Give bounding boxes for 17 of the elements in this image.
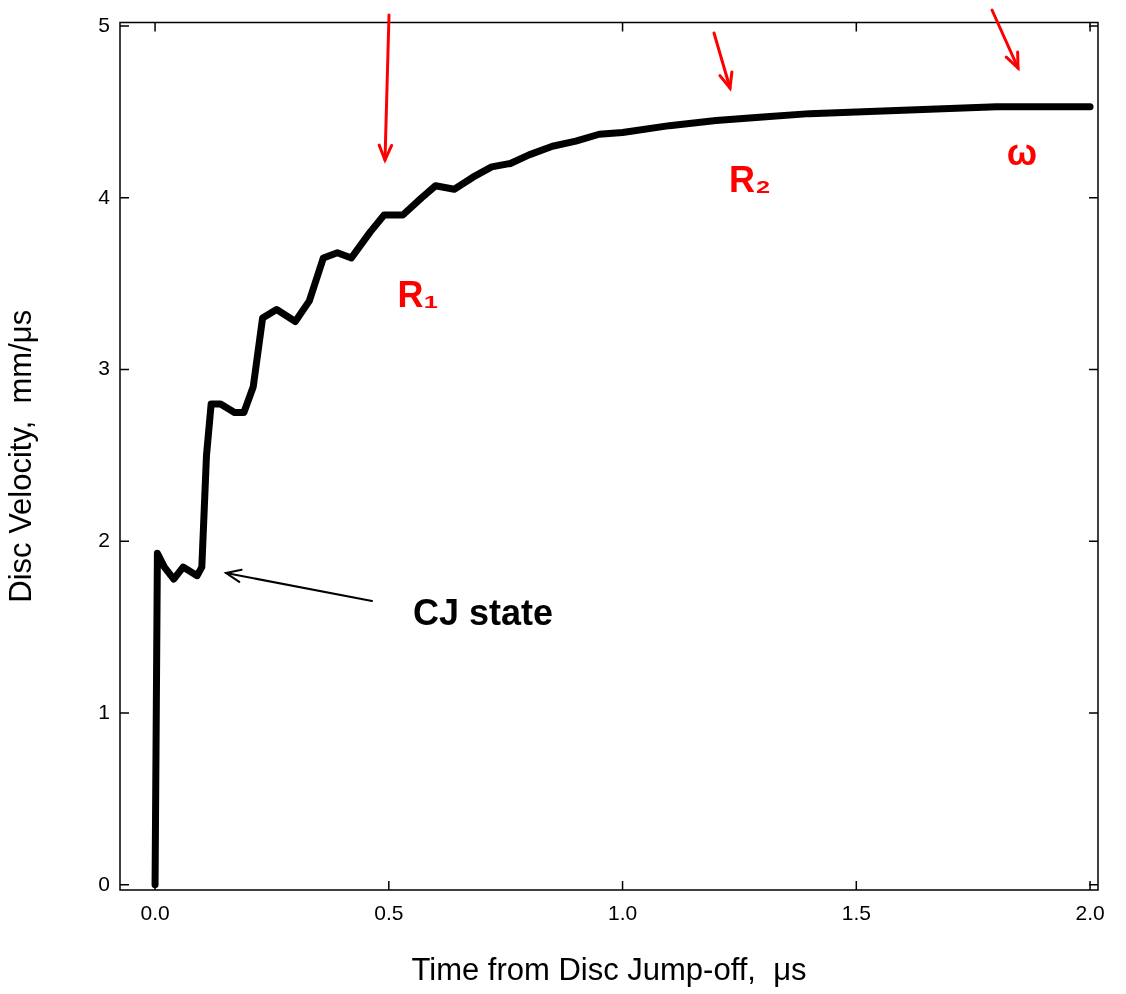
y-axis-title: Disc Velocity, mm/μs (3, 309, 39, 603)
y-tick-label: 5 (98, 12, 110, 36)
annotation: R₁ (397, 273, 439, 315)
y-tick-label: 3 (98, 356, 110, 380)
annotation: R₂ (729, 158, 771, 200)
y-tick-label: 1 (98, 699, 110, 723)
x-tick-label: 0.0 (140, 901, 170, 925)
x-tick-label: 1.0 (607, 901, 638, 925)
x-axis-title: Time from Disc Jump-off, μs (411, 951, 807, 987)
y-tick-label: 4 (98, 184, 111, 208)
y-tick-label: 2 (98, 528, 110, 552)
annotation: ω (1006, 131, 1038, 173)
x-tick-label: 0.5 (374, 901, 404, 925)
x-tick-label: 1.5 (841, 901, 871, 925)
annotation: CJ state (413, 591, 554, 633)
x-tick-label: 2.0 (1075, 901, 1105, 925)
y-tick-label: 0 (98, 871, 110, 895)
